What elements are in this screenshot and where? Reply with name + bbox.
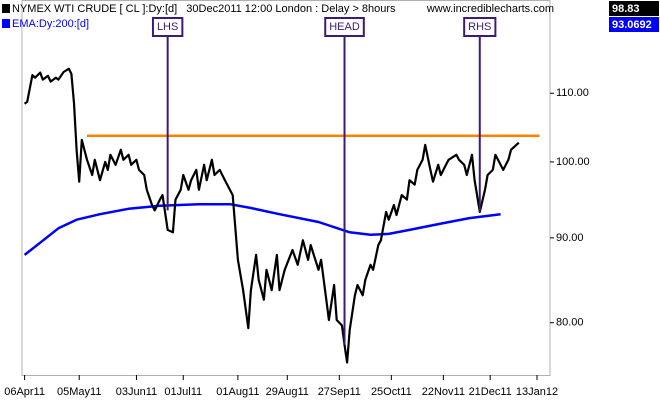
source: www.incrediblecharts.com <box>426 3 554 15</box>
x-tick-label: 01Jul11 <box>164 386 202 398</box>
last-value-box <box>609 17 659 32</box>
x-tick-label: 05May11 <box>57 386 101 398</box>
x-tick-label: 29Aug11 <box>266 386 309 398</box>
x-tick-label: 27Sep11 <box>318 386 361 398</box>
annotation-box <box>324 17 365 37</box>
annotation-label: LHS <box>157 21 178 33</box>
y-tick-label: 80.00 <box>556 317 584 329</box>
legend-swatch <box>2 4 10 13</box>
x-tick-label: 22Nov11 <box>422 386 465 398</box>
x-tick-label: 01Aug11 <box>216 386 259 398</box>
line-series <box>23 67 520 364</box>
x-tick-label: 13Jan12 <box>516 386 558 398</box>
annotation-label: RHS <box>468 21 491 33</box>
annotation-label: HEAD <box>329 21 360 33</box>
line-series <box>23 202 501 256</box>
y-tick-label: 110.00 <box>556 87 589 99</box>
last-value: 98.83 <box>612 3 640 15</box>
legend-label: EMA:Dy:200:[d] <box>12 18 89 30</box>
x-tick-label: 03Jun11 <box>116 386 157 398</box>
subtitle: 30Dec2011 12:00 London : Delay > 8hours <box>186 3 396 15</box>
annotation-box <box>463 17 497 37</box>
last-value-box <box>609 1 659 16</box>
x-tick-label: 06Apr11 <box>4 386 45 398</box>
plot-frame <box>21 0 551 376</box>
x-tick-label: 21Dec11 <box>469 386 512 398</box>
last-value: 93.0692 <box>612 19 652 31</box>
x-tick-label: 25Oct11 <box>371 386 412 398</box>
y-tick-label: 100.00 <box>556 156 590 168</box>
header: NYMEX WTI CRUDE [ CL ]:Dy:[d] 30Dec2011 … <box>12 3 396 15</box>
legend-label: NYMEX WTI CRUDE [ CL ]:Dy:[d] <box>12 3 177 15</box>
legend-swatch <box>2 19 10 28</box>
annotation-box <box>151 17 184 37</box>
y-tick-label: 90.00 <box>556 232 584 244</box>
